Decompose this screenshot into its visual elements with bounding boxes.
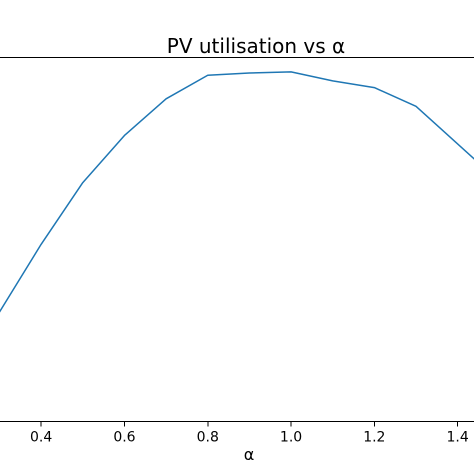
x-tick-label: 1.0 [280,430,302,446]
chart-title: PV utilisation vs α [167,34,345,58]
x-tick-label: 0.4 [30,430,52,446]
x-tick-label: 1.2 [363,430,385,446]
x-ticks: 0.4 0.6 0.8 1.0 1.2 1.4 [30,421,469,446]
series-line [0,71,474,313]
axes [0,57,474,422]
x-tick-label: 0.8 [197,430,219,446]
series-layer [0,71,474,313]
x-tick-label: 1.4 [447,430,469,446]
x-tick-label: 0.6 [113,430,135,446]
x-axis-label: α [244,445,255,464]
